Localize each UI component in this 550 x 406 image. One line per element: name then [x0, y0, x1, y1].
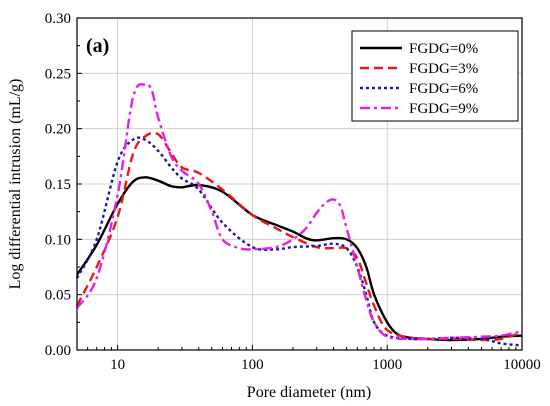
- x-tick-label: 10000: [503, 357, 541, 373]
- y-tick-label: 0.25: [45, 66, 71, 82]
- plot-frame: [76, 17, 523, 351]
- x-tick-label: 1000: [372, 357, 402, 373]
- y-tick-label: 0.00: [45, 343, 71, 359]
- legend-label-1: FGDG=3%: [409, 61, 478, 77]
- x-tick-label: 10: [110, 357, 125, 373]
- series-line-2: [75, 136, 523, 347]
- panel-label: (a): [86, 35, 109, 57]
- legend-label-2: FGDG=6%: [409, 81, 478, 97]
- series-line-0: [75, 176, 523, 342]
- series-lines: [75, 82, 523, 347]
- y-tick-label: 0.15: [45, 177, 71, 193]
- x-tick-labels: 10 100 1000 10000: [110, 357, 541, 373]
- legend: FGDG=0% FGDG=3% FGDG=6% FGDG=9%: [351, 30, 519, 122]
- y-axis-title: Log differential intrusion (mL/g): [7, 79, 24, 290]
- legend-box: [351, 30, 519, 122]
- y-tick-label: 0.05: [45, 288, 71, 304]
- y-tick-label: 0.20: [45, 122, 71, 138]
- x-axis-title: Pore diameter (nm): [247, 384, 371, 401]
- legend-label-0: FGDG=0%: [409, 41, 478, 57]
- y-tick-label: 0.30: [45, 11, 71, 27]
- series-line-3: [75, 82, 523, 341]
- legend-label-3: FGDG=9%: [409, 101, 478, 117]
- x-tick-label: 100: [241, 357, 264, 373]
- series-line-1: [75, 131, 523, 342]
- y-tick-labels: 0.00 0.05 0.10 0.15 0.20 0.25 0.30: [45, 11, 71, 359]
- y-tick-label: 0.10: [45, 232, 71, 248]
